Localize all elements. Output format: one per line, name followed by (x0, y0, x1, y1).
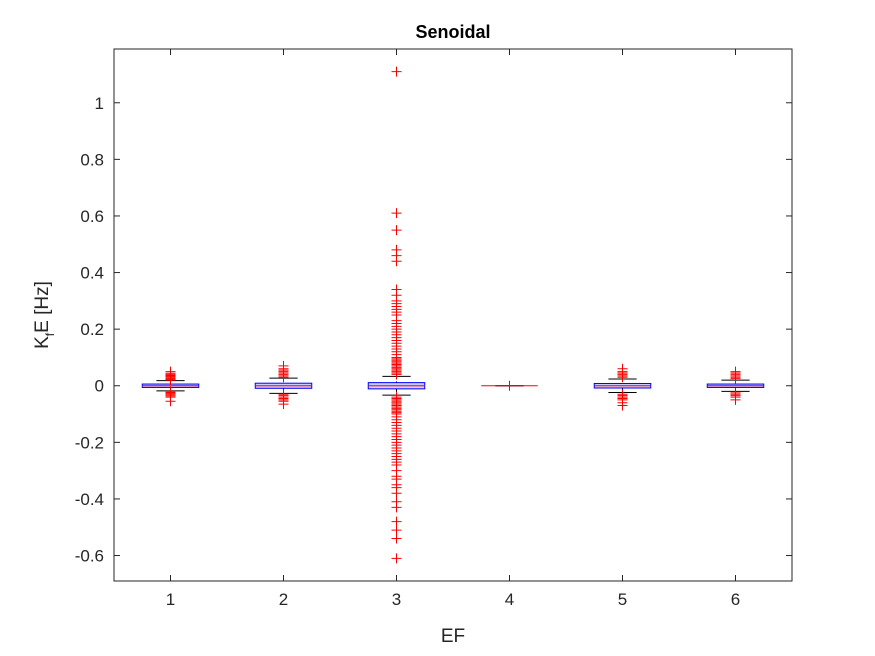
y-tick-label: 0.8 (80, 150, 104, 169)
outlier-point (730, 366, 741, 377)
y-tick-label: 0.4 (80, 264, 104, 283)
outlier-point (278, 360, 289, 371)
box-group-3 (367, 66, 426, 564)
y-axis-label: KfE [Hz] (32, 281, 57, 349)
y-axis: -0.6 -0.4 -0.2 0 0.2 0.4 0.6 0.8 1 (75, 94, 792, 566)
y-tick-label: 1 (95, 94, 104, 113)
y-tick-label: 0.2 (80, 320, 104, 339)
outlier-point (391, 553, 402, 564)
box-group-6 (706, 366, 765, 405)
outlier-point (391, 256, 402, 267)
y-axis-label-main: K (32, 336, 53, 349)
outlier-point (391, 66, 402, 77)
x-axis: 1 2 3 4 5 6 (166, 49, 740, 609)
x-tick-label: 6 (731, 590, 740, 609)
y-tick-label: -0.4 (75, 490, 104, 509)
y-tick-label: -0.6 (75, 547, 104, 566)
y-tick-label: -0.2 (75, 433, 104, 452)
outlier-point (391, 369, 402, 380)
outlier-point (278, 399, 289, 410)
outlier-point (391, 516, 402, 527)
outlier-point (391, 225, 402, 236)
x-tick-label: 4 (505, 590, 514, 609)
outlier-point (730, 394, 741, 405)
outlier-point (617, 400, 628, 411)
outlier-point (165, 366, 176, 377)
y-tick-label: 0 (95, 377, 104, 396)
outlier-point (391, 502, 402, 513)
box-group-2 (254, 360, 313, 410)
outlier-point (391, 525, 402, 536)
box-group-4 (481, 380, 538, 391)
y-axis-label-subscript: f (43, 332, 57, 336)
plot-area (113, 48, 793, 582)
box-group-5 (593, 363, 652, 411)
chart-title: Senoidal (415, 22, 490, 42)
outlier-point (391, 533, 402, 544)
outlier-point (617, 363, 628, 374)
boxes-layer (141, 66, 765, 564)
x-tick-label: 2 (279, 590, 288, 609)
x-axis-label: EF (441, 626, 465, 647)
x-tick-label: 1 (166, 590, 175, 609)
x-tick-label: 3 (392, 590, 401, 609)
y-axis-label-rest: E [Hz] (32, 281, 53, 333)
x-tick-label: 5 (618, 590, 627, 609)
box-group-1 (141, 366, 200, 407)
y-tick-label: 0.6 (80, 207, 104, 226)
outlier-point (165, 396, 176, 407)
outlier-point (391, 488, 402, 499)
outlier-point (391, 208, 402, 219)
